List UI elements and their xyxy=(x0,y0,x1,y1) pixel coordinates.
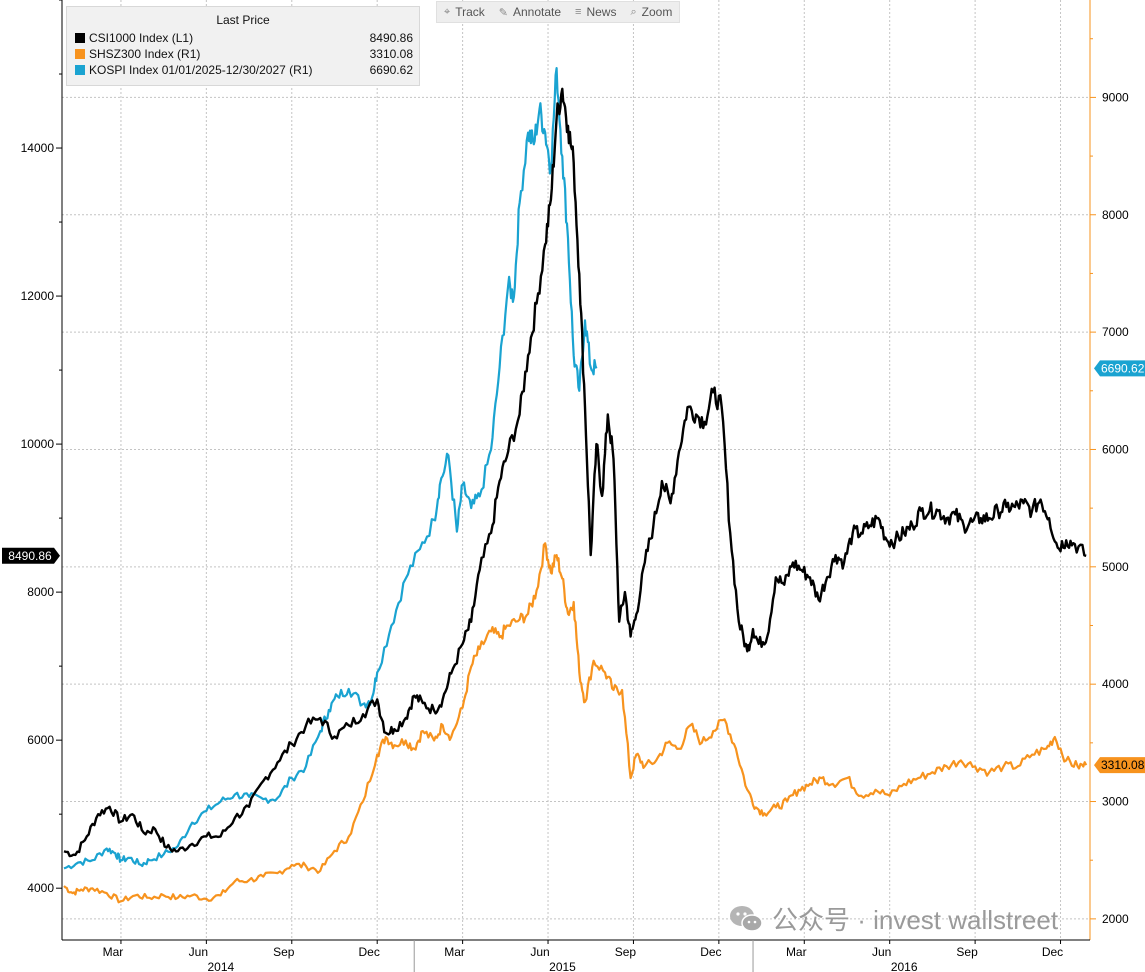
legend-entry-csi1000: CSI1000 Index (L1) 8490.86 xyxy=(75,30,413,46)
right-axis-tick-label: 7000 xyxy=(1102,325,1129,339)
last-value-tag-shsz300: 3310.08 xyxy=(1094,757,1145,774)
gridlines xyxy=(62,0,1090,940)
left-axis-tick-label: 6000 xyxy=(27,733,54,747)
x-axis-year-label: 2016 xyxy=(891,960,918,972)
news-label: News xyxy=(586,5,617,19)
legend-value-kospi: 6690.62 xyxy=(369,63,413,77)
wechat-icon xyxy=(730,905,763,932)
chart-toolbar: ⌖ Track ✎ Annotate ≡ News ⌕ Zoom xyxy=(436,1,681,23)
left-axis-tick-label: 4000 xyxy=(27,881,54,895)
magnifier-icon: ⌕ xyxy=(630,5,637,18)
right-axis-tick-label: 8000 xyxy=(1102,208,1129,222)
last-value-tag-kospi: 6690.62 xyxy=(1094,360,1145,377)
right-axis-tick-label: 6000 xyxy=(1102,442,1129,456)
series-line-shsz300 xyxy=(63,542,1088,904)
news-button[interactable]: ≡ News xyxy=(568,2,623,22)
watermark-text: 公众号 · invest wallstreet xyxy=(772,905,1059,935)
x-axis-month-label: Mar xyxy=(786,945,807,959)
series-line-csi1000 xyxy=(63,87,1087,858)
tag-box xyxy=(1094,757,1145,774)
legend-name-csi1000: CSI1000 Index (L1) xyxy=(89,31,194,45)
x-axis-month-label: Jun xyxy=(530,945,549,959)
x-axis-month-label: Jun xyxy=(872,945,891,959)
track-label: Track xyxy=(455,5,485,19)
axes: 4000 6000 8000 10000 12000 14000 2000 3000 4000 5… xyxy=(21,0,1129,972)
legend-entry-kospi: KOSPI Index 01/01/2025-12/30/2027 (R1) 6… xyxy=(75,62,413,78)
plot-area xyxy=(63,67,1088,904)
zoom-label: Zoom xyxy=(641,5,673,19)
annotate-label: Annotate xyxy=(512,5,562,19)
x-axis-month-label: Dec xyxy=(359,945,380,959)
legend-swatch-shsz300 xyxy=(75,49,85,59)
crosshair-icon: ⌖ xyxy=(444,5,451,18)
zoom-button[interactable]: ⌕ Zoom xyxy=(623,2,679,22)
pen-icon: ✎ xyxy=(498,6,508,19)
x-axis-month-label: Dec xyxy=(700,945,721,959)
left-axis-tick-label: 8000 xyxy=(27,585,54,599)
x-axis-month-label: Jun xyxy=(189,945,208,959)
legend-swatch-kospi xyxy=(75,65,85,75)
x-axis-year-label: 2015 xyxy=(549,960,576,972)
left-axis-tick-label: 12000 xyxy=(21,289,55,303)
tag-box xyxy=(1094,360,1145,377)
right-axis-tick-label: 2000 xyxy=(1102,912,1129,926)
last-value-tag-csi1000: 8490.86 xyxy=(2,547,60,564)
x-axis-month-label: Mar xyxy=(444,945,465,959)
legend-swatch-csi1000 xyxy=(75,33,85,43)
tag-label: 8490.86 xyxy=(8,549,52,563)
annotate-button[interactable]: ✎ Annotate xyxy=(492,2,568,22)
x-axis-month-label: Mar xyxy=(103,945,124,959)
right-axis-tick-label: 4000 xyxy=(1102,677,1129,691)
legend-title: Last Price xyxy=(216,13,270,27)
tag-label: 6690.62 xyxy=(1101,361,1145,375)
left-axis-tick-label: 10000 xyxy=(21,437,55,451)
legend-value-shsz300: 3310.08 xyxy=(369,47,413,61)
right-axis-tick-label: 5000 xyxy=(1102,560,1129,574)
series-line-kospi xyxy=(63,67,598,870)
legend: Last Price CSI1000 Index (L1) 8490.86 SH… xyxy=(66,6,420,86)
tag-box xyxy=(2,547,60,564)
last-value-tags: 8490.86 6690.62 3310.08 xyxy=(2,360,1145,774)
x-axis-month-label: Sep xyxy=(615,945,637,959)
x-axis-month-label: Dec xyxy=(1042,945,1063,959)
news-icon: ≡ xyxy=(575,6,582,18)
track-button[interactable]: ⌖ Track xyxy=(437,2,492,22)
right-axis-tick-label: 9000 xyxy=(1102,90,1129,104)
x-axis-month-label: Sep xyxy=(956,945,978,959)
left-axis-tick-label: 14000 xyxy=(21,141,55,155)
legend-name-kospi: KOSPI Index 01/01/2025-12/30/2027 (R1) xyxy=(89,63,313,77)
legend-name-shsz300: SHSZ300 Index (R1) xyxy=(89,47,201,61)
x-axis-year-label: 2014 xyxy=(207,960,234,972)
legend-value-csi1000: 8490.86 xyxy=(369,31,413,45)
tag-label: 3310.08 xyxy=(1101,758,1145,772)
watermark: 公众号 · invest wallstreet xyxy=(728,900,1058,937)
legend-entry-shsz300: SHSZ300 Index (R1) 3310.08 xyxy=(75,46,413,62)
right-axis-tick-label: 3000 xyxy=(1102,795,1129,809)
x-axis-month-label: Sep xyxy=(273,945,295,959)
